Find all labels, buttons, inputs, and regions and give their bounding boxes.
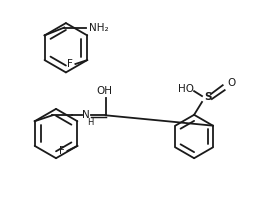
Text: N: N xyxy=(82,110,90,120)
Text: HO: HO xyxy=(178,84,194,94)
Text: OH: OH xyxy=(97,86,113,96)
Text: S: S xyxy=(204,92,212,102)
Text: O: O xyxy=(228,78,236,88)
Text: H: H xyxy=(87,118,93,127)
Text: F: F xyxy=(67,59,73,69)
Text: F: F xyxy=(59,146,64,156)
Text: NH₂: NH₂ xyxy=(89,23,108,33)
